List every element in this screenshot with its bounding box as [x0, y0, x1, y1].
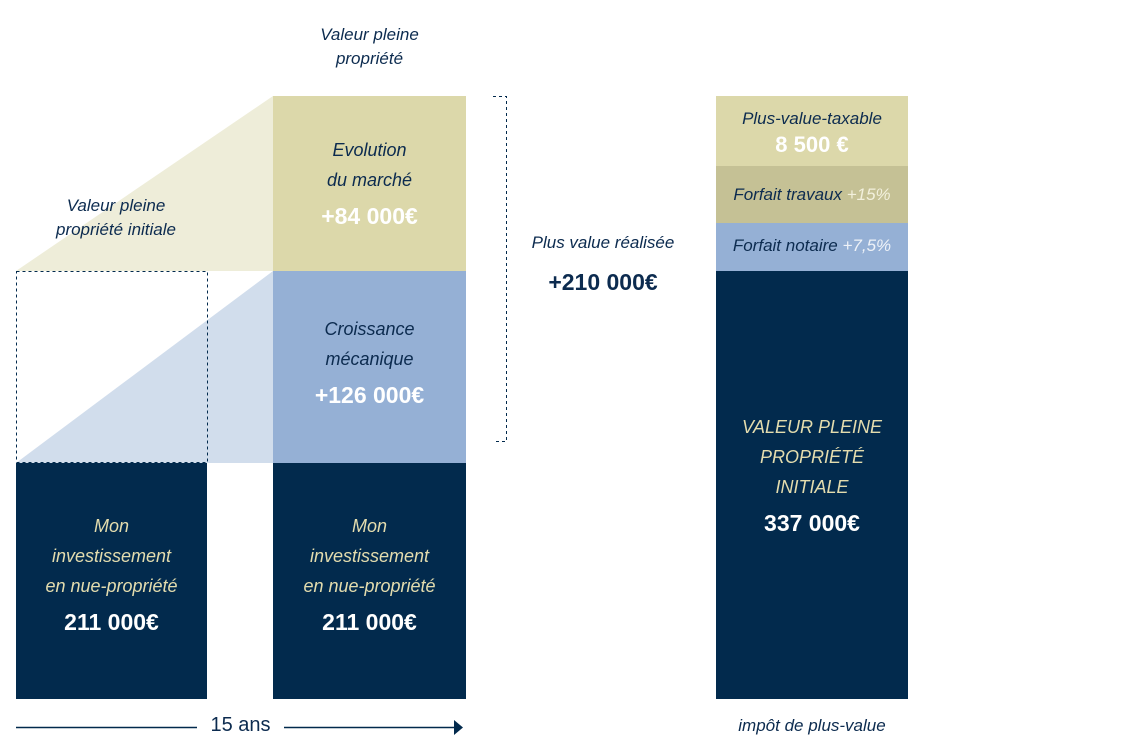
- timeline-arrow-head: [454, 720, 463, 735]
- market-value: +84 000€: [321, 203, 418, 229]
- base-value: 337 000€: [764, 510, 860, 536]
- top-caption-line2: propriété: [335, 49, 404, 68]
- taxable-value: 8 500 €: [775, 132, 849, 157]
- left-caption-line2: propriété initiale: [55, 220, 176, 239]
- left-block-value: 211 000€: [64, 609, 159, 635]
- mid-block-line2: investissement: [309, 546, 430, 566]
- base-line2: PROPRIÉTÉ: [759, 447, 865, 467]
- left-caption-line1: Valeur pleine: [66, 196, 166, 215]
- mechanical-growth-wedge: [16, 271, 273, 463]
- notary-label: Forfait notaire: [732, 236, 838, 255]
- left-block-line3: en nue-propriété: [45, 576, 178, 596]
- initial-value-dashed-outline: [16, 271, 208, 463]
- works-percent: +15%: [846, 185, 891, 204]
- plus-value-bracket: [493, 96, 507, 442]
- base-line3: INITIALE: [775, 477, 849, 497]
- top-caption-line1: Valeur pleine: [320, 25, 419, 44]
- mid-block-line1: Mon: [351, 516, 387, 536]
- left-block-line1: Mon: [93, 516, 129, 536]
- works-label: Forfait travaux: [733, 185, 842, 204]
- timeline-label: 15 ans: [210, 714, 271, 736]
- plus-value-amount: +210 000€: [548, 269, 658, 295]
- initial-full-value-block: VALEUR PLEINE PROPRIÉTÉ INITIALE 337 000…: [716, 271, 908, 699]
- market-growth-wedge: [16, 96, 273, 271]
- top-caption: Valeur pleine propriété: [273, 23, 466, 71]
- works-allowance-block: Forfait travaux +15%: [716, 166, 908, 223]
- market-evolution-block: Evolution du marché +84 000€: [273, 96, 466, 271]
- mechanical-growth-block: Croissance mécanique +126 000€: [273, 271, 466, 463]
- market-line2: du marché: [326, 170, 413, 190]
- mid-block-line3: en nue-propriété: [303, 576, 436, 596]
- left-investment-block: Mon investissement en nue-propriété 211 …: [16, 463, 207, 699]
- market-line1: Evolution: [332, 140, 407, 160]
- taxable-label: Plus-value-taxable: [742, 109, 882, 128]
- left-caption: Valeur pleine propriété initiale: [30, 194, 202, 242]
- plus-value-label: Plus value réalisée: [531, 233, 675, 252]
- notary-percent: +7,5%: [842, 236, 892, 255]
- notary-allowance-block: Forfait notaire +7,5%: [716, 223, 908, 271]
- tax-caption: impôt de plus-value: [738, 716, 886, 735]
- plus-value-realised: Plus value réalisée +210 000€: [517, 231, 689, 296]
- taxable-gain-block: Plus-value-taxable 8 500 €: [716, 96, 908, 166]
- growth-line2: mécanique: [325, 349, 414, 369]
- mid-investment-block: Mon investissement en nue-propriété 211 …: [273, 463, 466, 699]
- growth-value: +126 000€: [314, 382, 425, 408]
- mid-block-value: 211 000€: [322, 609, 417, 635]
- growth-line1: Croissance: [324, 319, 415, 339]
- base-line1: VALEUR PLEINE: [741, 417, 883, 437]
- left-block-line2: investissement: [51, 546, 172, 566]
